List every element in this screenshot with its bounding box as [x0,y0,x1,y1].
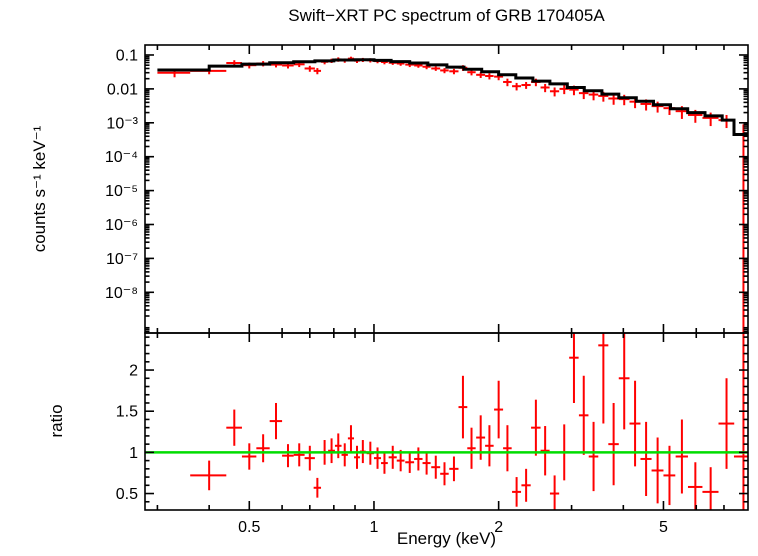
y-tick-label: 1.5 [116,404,138,421]
y-tick-label: 0.1 [116,47,138,64]
x-axis-label: Energy (keV) [396,529,497,548]
y-tick-label: 10⁻⁸ [105,285,138,302]
y-tick-label: 10⁻⁶ [105,217,138,234]
x-tick-label: 2 [494,519,503,536]
y-tick-label: 10⁻⁷ [106,251,138,268]
chart-title: Swift−XRT PC spectrum of GRB 170405A [288,6,605,25]
x-tick-label: 0.5 [238,519,260,536]
y-tick-label: 10⁻⁵ [105,183,138,200]
ratio-panel-border [144,332,749,511]
x-tick-label: 5 [659,519,668,536]
y-tick-label: 0.01 [107,81,138,98]
y-tick-label: 0.5 [116,486,138,503]
y-tick-label: 1 [129,445,138,462]
y-tick-label: 2 [129,363,138,380]
y-tick-label: 10⁻⁴ [105,149,138,166]
model-line [157,58,748,136]
x-tick-label: 1 [370,519,379,536]
y-tick-label: 10⁻³ [106,115,138,132]
spectrum-panel-border [144,44,749,334]
